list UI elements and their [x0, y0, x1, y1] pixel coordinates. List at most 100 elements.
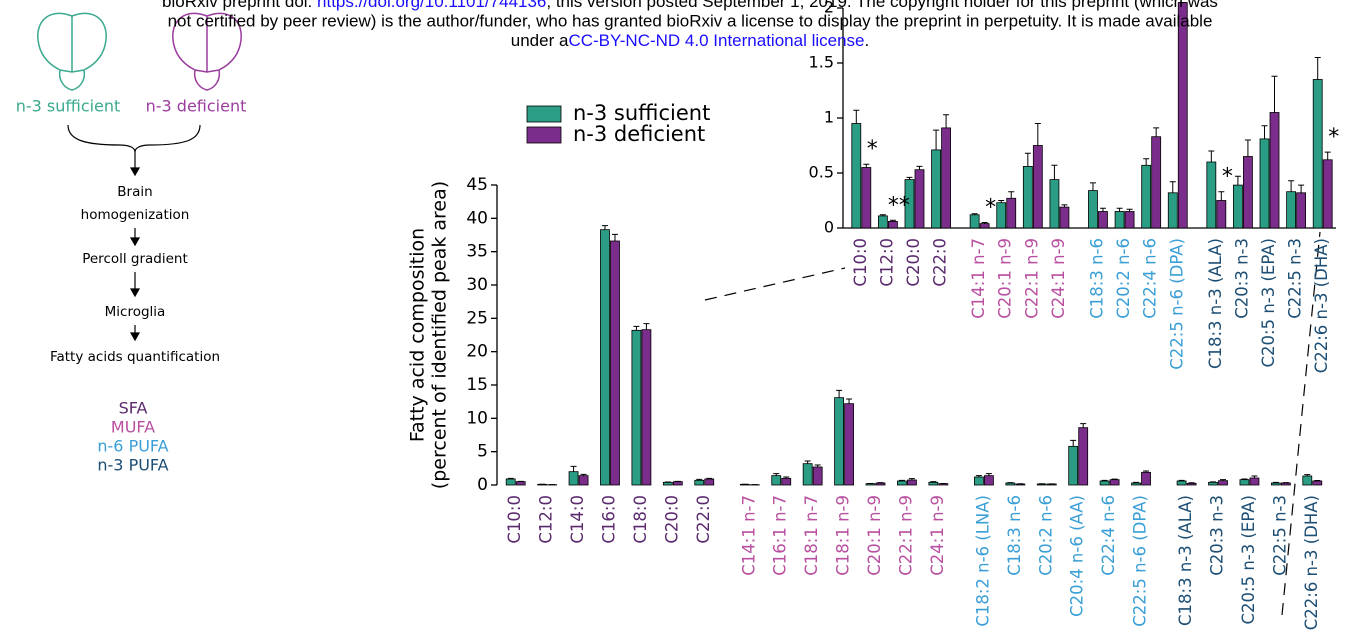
x-tick-label: C18:2 n-6 (LNA)	[973, 495, 992, 627]
bar	[1033, 146, 1042, 229]
x-tick-label: C16:1 n-7	[771, 495, 790, 576]
bar	[600, 230, 609, 485]
error-bar	[1070, 440, 1076, 446]
x-tick-label: C20:3 n-3	[1208, 495, 1227, 576]
group-label: n-3 sufficient	[16, 97, 121, 116]
error-bar	[863, 164, 869, 167]
error-bar	[846, 399, 852, 404]
bar	[1142, 472, 1151, 485]
header-text: under a	[511, 31, 569, 50]
bar	[1250, 478, 1259, 485]
bar	[1060, 207, 1069, 228]
error-bar	[1025, 153, 1031, 166]
license-link[interactable]: CC-BY-NC-ND 4.0 International license	[568, 31, 864, 50]
bar	[1098, 212, 1107, 229]
header-line-3: under aCC-BY-NC-ND 4.0 International lic…	[511, 31, 869, 50]
x-tick-label: C18:3 n-3 (ALA)	[1176, 495, 1195, 626]
bar	[610, 241, 619, 485]
bar	[1006, 483, 1015, 485]
x-tick-label: C20:4 n-6 (AA)	[1068, 495, 1087, 617]
significance: *	[867, 137, 878, 162]
x-tick-label: C24:1 n-9	[1049, 238, 1068, 319]
error-bar	[1208, 151, 1214, 162]
bar	[1287, 192, 1296, 228]
bar	[516, 482, 525, 485]
x-tick-label: C22:4 n-6	[1141, 238, 1160, 319]
x-tick-label: C22:4 n-6	[1099, 495, 1118, 576]
error-bar	[1272, 76, 1278, 112]
x-tick-label: C10:0	[505, 495, 524, 544]
bar	[579, 476, 588, 485]
bar	[803, 464, 812, 485]
bar	[1260, 139, 1269, 228]
error-bar	[1262, 126, 1268, 139]
y-tick-label: 20	[466, 342, 488, 362]
y-axis-label: Fatty acid composition	[407, 228, 429, 442]
legend-swatch	[527, 106, 561, 122]
bar	[1069, 446, 1078, 485]
bar	[878, 216, 887, 228]
x-tick-label: C20:5 n-3 (EPA)	[1259, 238, 1278, 367]
x-tick-label: C20:1 n-9	[865, 495, 884, 576]
header-text: .	[865, 31, 870, 50]
bar	[1313, 481, 1322, 485]
x-tick-label: C10:0	[851, 238, 870, 287]
bar	[695, 480, 704, 485]
error-bar	[1051, 165, 1057, 179]
error-bar	[571, 466, 577, 471]
x-tick-label: C18:3 n-3 (ALA)	[1206, 238, 1225, 369]
bar	[942, 128, 951, 228]
bar	[997, 203, 1006, 228]
step-label: Percoll gradient	[82, 251, 188, 267]
x-tick-label: C22:5 n-3	[1270, 495, 1289, 576]
bar	[642, 330, 651, 485]
error-bar	[1112, 479, 1118, 480]
bar	[1281, 483, 1290, 485]
error-bar	[1035, 124, 1041, 146]
bar	[1100, 481, 1109, 485]
bar	[1023, 166, 1032, 228]
y-axis-label: (percent of identified peak area)	[429, 181, 451, 489]
error-bar	[1235, 176, 1241, 185]
y-tick-label: 0	[477, 475, 488, 495]
bar	[915, 170, 924, 228]
significance: **	[888, 193, 910, 218]
y-tick-label: 35	[466, 242, 488, 262]
bar	[1271, 483, 1280, 485]
bar	[663, 482, 672, 485]
header-text: ; this version posted September 1, 2019.…	[546, 0, 1218, 11]
doi-link[interactable]: https://doi.org/10.1101/744136	[317, 0, 546, 11]
bar	[1219, 481, 1228, 485]
x-tick-label: C12:0	[537, 495, 556, 544]
significance: *	[1328, 125, 1339, 150]
x-tick-label: C22:1 n-9	[896, 495, 915, 576]
significance: *	[985, 196, 996, 221]
error-bar	[633, 326, 639, 330]
bar	[932, 150, 941, 228]
x-tick-label: C18:1 n-9	[834, 495, 853, 576]
error-bar	[916, 166, 922, 169]
x-tick-label: C22:0	[694, 495, 713, 544]
bar	[1313, 80, 1322, 229]
y-tick-label: 1.5	[809, 53, 834, 72]
bar	[970, 215, 979, 228]
error-bar	[1008, 192, 1014, 199]
bar	[1240, 480, 1249, 485]
bar	[705, 479, 714, 485]
y-tick-label: 15	[466, 375, 488, 395]
bar	[845, 404, 854, 485]
bar	[1297, 193, 1306, 228]
page: 051015202530354045Fatty acid composition…	[0, 0, 1361, 641]
chart: 00.511.52C10:0C12:0C20:0C22:0C14:1 n-7C2…	[809, 0, 1340, 373]
step-label: Microglia	[105, 304, 166, 320]
error-bar	[1315, 58, 1321, 80]
figure: 051015202530354045Fatty acid composition…	[0, 0, 1361, 641]
x-tick-label: C22:1 n-9	[1022, 238, 1041, 319]
error-bar	[643, 324, 649, 330]
bar	[1088, 191, 1097, 228]
bar	[980, 224, 989, 228]
bar	[897, 481, 906, 485]
x-tick-label: C14:1 n-7	[969, 238, 988, 319]
bar	[1132, 483, 1141, 485]
bar	[1217, 201, 1226, 229]
